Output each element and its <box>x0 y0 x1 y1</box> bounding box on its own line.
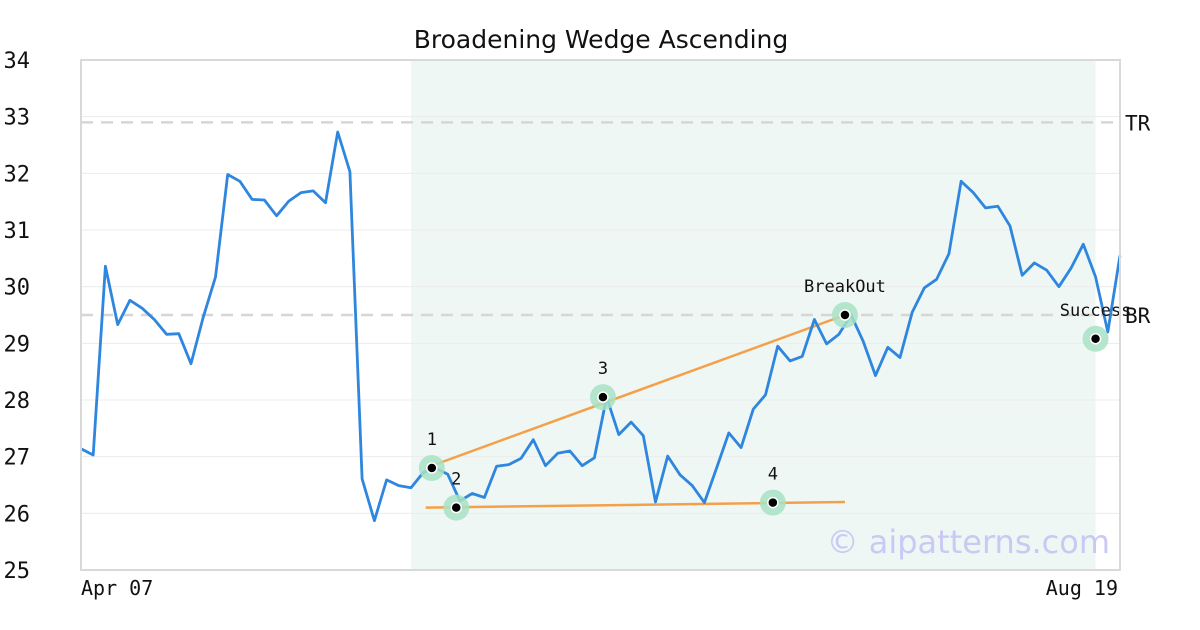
point-label: 1 <box>427 430 437 450</box>
point-label: 2 <box>451 470 461 490</box>
point-label: Success <box>1060 301 1132 321</box>
y-tick-label: 32 <box>4 162 31 187</box>
y-tick-label: 34 <box>4 49 31 74</box>
point-marker <box>839 309 851 321</box>
watermark: © aipatterns.com <box>827 523 1110 561</box>
point-marker <box>597 391 609 403</box>
x-tick-end: Aug 19 <box>1046 576 1118 600</box>
y-tick-label: 27 <box>4 446 31 471</box>
y-tick-label: 29 <box>4 332 31 357</box>
price-series-layer <box>80 130 1122 523</box>
price-line <box>80 130 1122 523</box>
level-label: BR <box>1125 304 1151 328</box>
x-tick-start: Apr 07 <box>81 576 153 600</box>
level-label: TR <box>1125 111 1151 135</box>
level-lines-layer: TR BR <box>81 111 1151 328</box>
y-tick-label: 33 <box>4 106 31 131</box>
pattern-points-layer: 12 3 4 BreakOut Success <box>418 277 1132 521</box>
point-marker <box>767 496 779 509</box>
point-marker <box>1089 333 1102 345</box>
point-marker <box>426 462 438 474</box>
y-tick-label: 30 <box>4 276 31 301</box>
trendline <box>425 313 846 470</box>
y-tick-label: 25 <box>4 559 31 584</box>
plot-frame <box>80 59 1121 571</box>
point-label: BreakOut <box>804 277 886 297</box>
point-label: 4 <box>768 465 778 485</box>
y-tick-label: 31 <box>4 219 31 244</box>
point-marker <box>450 501 463 514</box>
y-tick-labels: 25 26 27 28 29 30 31 32 33 34 <box>4 49 31 584</box>
y-tick-label: 28 <box>4 389 31 414</box>
point-label: 3 <box>598 359 608 379</box>
chart-title: Broadening Wedge Ascending <box>414 25 789 54</box>
y-tick-label: 26 <box>4 502 31 527</box>
